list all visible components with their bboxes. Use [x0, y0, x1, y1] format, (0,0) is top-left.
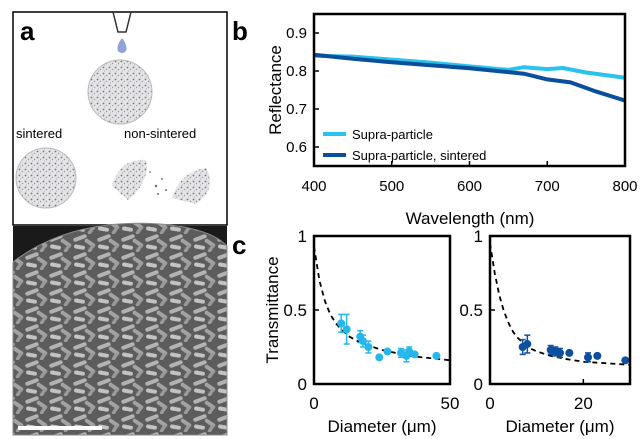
y-tick-label: 0: [474, 375, 483, 394]
x-tick-label: 400: [301, 178, 326, 195]
panel-label-b: b: [232, 16, 248, 46]
right-data-point: [523, 340, 532, 349]
right-data-point: [556, 348, 564, 357]
reflectance-chart: 400 500 600 700 800 0.6 0.7 0.8 0.9 Supra-partic…: [266, 12, 638, 228]
sintered-sphere: [15, 147, 77, 209]
transmittance-chart-right: 0 20 0 0.5 1 Diameter (μm): [459, 227, 632, 436]
transmittance-right-xlabel: Diameter (μm): [506, 417, 615, 436]
x-tick-label: 0: [309, 394, 318, 413]
right-data-point: [565, 348, 574, 357]
label-non-sintered: non-sintered: [124, 126, 196, 141]
x-tick-label: 800: [612, 178, 637, 195]
transmittance-chart-left: 0 50 0 0.5 1 Diameter (μm) Transmittance: [263, 227, 459, 436]
label-sintered: sintered: [16, 126, 62, 141]
left-data-point: [358, 337, 367, 346]
legend-label-sintered: Supra-particle, sintered: [352, 148, 486, 163]
sem-image: [12, 222, 228, 436]
transmittance-left-axes-box: [312, 234, 452, 386]
y-tick-label: 0.5: [459, 301, 483, 320]
x-tick-label: 50: [441, 394, 460, 413]
reflectance-xlabel: Wavelength (nm): [406, 209, 535, 228]
right-data-point: [621, 356, 630, 365]
x-tick-label: 700: [535, 178, 560, 195]
left-fit-curve: [314, 246, 450, 362]
reflectance-series-0: [314, 53, 625, 80]
y-tick-label: 0.9: [286, 25, 307, 42]
x-tick-label: 0: [485, 394, 494, 413]
y-tick-label: 1: [474, 227, 483, 246]
panel-a-illustration: sintered non-sintered: [12, 11, 228, 226]
y-tick-label: 0: [298, 375, 307, 394]
left-data-point: [337, 319, 346, 328]
reflectance-legend: Supra-particle Supra-particle, sintered: [323, 127, 486, 163]
x-tick-label: 20: [574, 394, 593, 413]
reflectance-ylabel: Reflectance: [266, 45, 285, 135]
reflectance-axes-box: [312, 12, 627, 168]
panel-label-c: c: [232, 230, 247, 260]
right-fit-curve: [490, 243, 630, 366]
left-data-point: [383, 347, 392, 356]
reflectance-series-1: [314, 52, 625, 103]
panel-label-a: a: [20, 16, 35, 46]
left-data-point: [364, 343, 373, 351]
transmittance-left-xlabel: Diameter (μm): [328, 417, 437, 436]
y-tick-label: 1: [298, 227, 307, 246]
scale-bar: [18, 426, 102, 430]
supraparticle-sphere: [87, 59, 153, 125]
left-data-point: [342, 325, 351, 334]
left-data-point: [410, 350, 419, 359]
y-tick-label: 0.6: [286, 139, 307, 156]
y-tick-label: 0.8: [286, 63, 307, 80]
pipette-icon: [112, 11, 132, 53]
left-data-point: [375, 353, 384, 362]
legend-label-supra: Supra-particle: [352, 127, 433, 142]
y-tick-label: 0.5: [283, 301, 307, 320]
left-data-point: [432, 351, 441, 360]
right-data-point: [584, 353, 592, 362]
fractured-sphere: [112, 159, 211, 204]
y-tick-label: 0.7: [286, 101, 307, 118]
transmittance-right-axes-box: [488, 234, 632, 386]
x-tick-label: 600: [457, 178, 482, 195]
x-tick-label: 500: [379, 178, 404, 195]
transmittance-ylabel: Transmittance: [263, 256, 282, 363]
right-data-point: [593, 351, 602, 360]
